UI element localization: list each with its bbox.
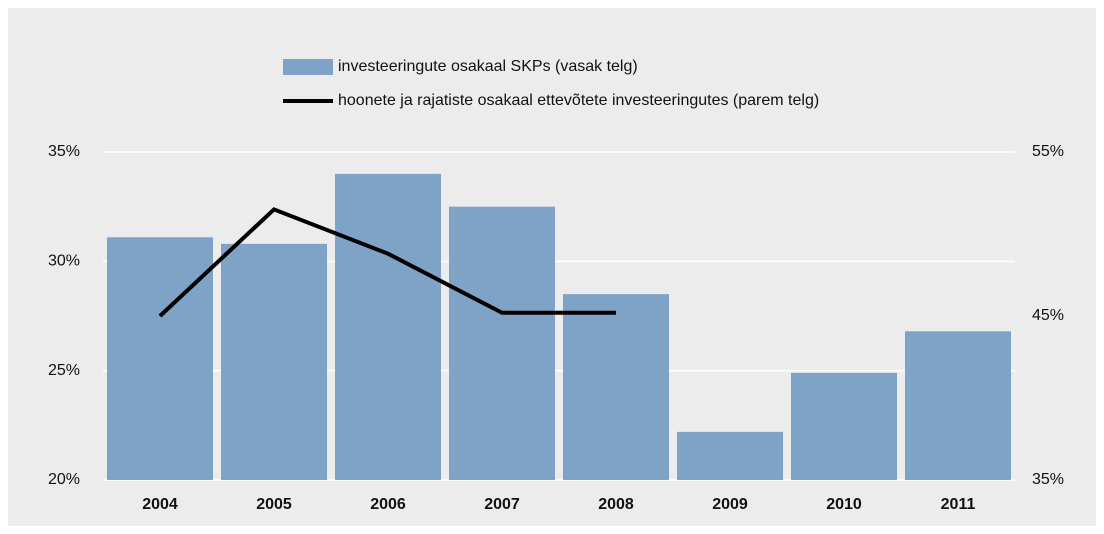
y2-tick-label: 35% <box>1032 471 1064 488</box>
y-tick-label: 20% <box>48 471 80 488</box>
x-tick-label: 2011 <box>941 496 976 513</box>
y2-tick-label: 45% <box>1032 307 1064 324</box>
x-tick-label: 2010 <box>826 496 862 513</box>
line <box>158 207 616 318</box>
bar <box>106 237 214 480</box>
bar <box>676 431 784 480</box>
bar <box>904 331 1012 480</box>
bar <box>790 372 898 480</box>
x-tick-label: 2005 <box>256 496 292 513</box>
y-tick-label: 35% <box>48 143 80 160</box>
legend-label: hoonete ja rajatiste osakaal ettevõtete … <box>338 92 819 109</box>
legend-swatch <box>283 59 333 75</box>
bar <box>334 173 442 480</box>
y-tick-label: 25% <box>48 362 80 379</box>
x-tick-label: 2007 <box>484 496 520 513</box>
x-tick-label: 2006 <box>370 496 406 513</box>
bar <box>448 206 556 480</box>
legend-label: investeeringute osakaal SKPs (vasak telg… <box>338 58 638 75</box>
x-tick-label: 2009 <box>712 496 748 513</box>
bar <box>220 243 328 480</box>
x-tick-label: 2004 <box>142 496 178 513</box>
bar <box>562 294 670 480</box>
y2-tick-label: 55% <box>1032 143 1064 160</box>
y-tick-label: 30% <box>48 253 80 270</box>
x-tick-label: 2008 <box>598 496 634 513</box>
